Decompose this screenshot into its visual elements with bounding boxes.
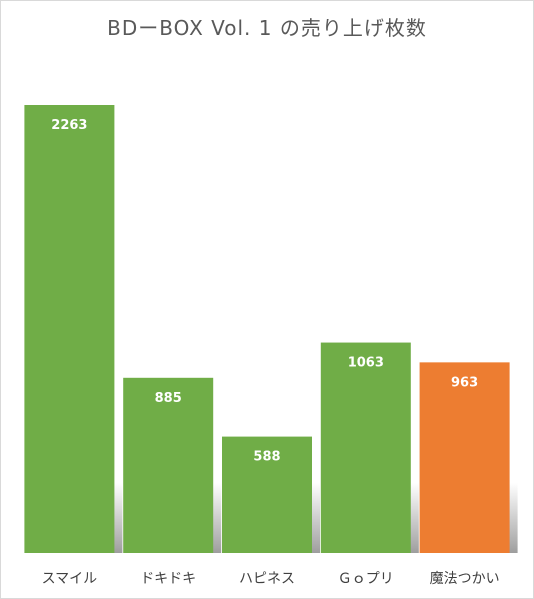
category-label-4: Ｇｏプリ <box>338 571 394 587</box>
bar-shadow <box>112 483 123 553</box>
bar-shadow <box>310 483 320 553</box>
bar-shadow <box>408 483 419 553</box>
data-label-5: 963 <box>451 375 478 390</box>
bar-shadows <box>112 483 518 553</box>
bar-2 <box>123 377 214 553</box>
bar-3 <box>222 436 312 553</box>
data-label-1: 2263 <box>51 118 87 133</box>
bar-shadow <box>507 483 518 553</box>
chart-title: BDーBOX Vol. 1 の売り上げ枚数 <box>107 16 427 40</box>
category-label-3: ハピネス <box>239 571 295 587</box>
bar-shadow <box>211 483 222 553</box>
bar-1 <box>24 105 115 553</box>
category-label-5: 魔法つかい <box>430 571 500 587</box>
category-labels-group: スマイル ドキドキ ハピネス Ｇｏプリ 魔法つかい <box>42 571 500 587</box>
data-labels-group: 2263 885 588 1063 963 <box>51 118 478 465</box>
data-label-2: 885 <box>155 391 182 406</box>
data-label-3: 588 <box>253 450 280 465</box>
data-label-4: 1063 <box>348 356 384 371</box>
bar-4 <box>320 342 411 553</box>
category-label-2: ドキドキ <box>140 571 196 587</box>
bar-5 <box>419 362 510 553</box>
bars-group <box>24 105 510 553</box>
category-label-1: スマイル <box>42 571 98 587</box>
